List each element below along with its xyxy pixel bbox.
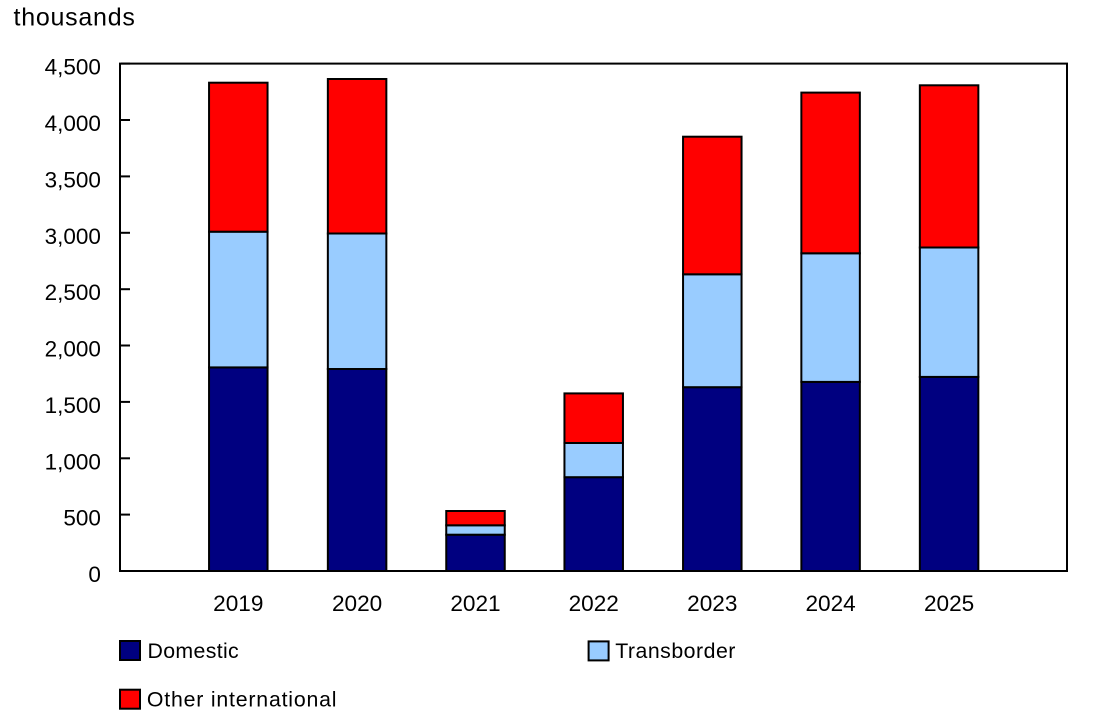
svg-text:500: 500 bbox=[63, 506, 101, 531]
svg-text:2025: 2025 bbox=[924, 591, 974, 616]
svg-text:thousands: thousands bbox=[14, 4, 136, 32]
svg-text:2,000: 2,000 bbox=[45, 337, 101, 362]
svg-text:4,500: 4,500 bbox=[45, 55, 101, 80]
svg-text:1,000: 1,000 bbox=[45, 449, 101, 474]
svg-text:2020: 2020 bbox=[332, 591, 382, 616]
svg-text:2023: 2023 bbox=[687, 591, 737, 616]
svg-text:3,000: 3,000 bbox=[45, 224, 101, 249]
svg-text:2021: 2021 bbox=[450, 591, 500, 616]
svg-text:2024: 2024 bbox=[805, 591, 855, 616]
svg-text:Domestic: Domestic bbox=[148, 639, 240, 663]
svg-text:2022: 2022 bbox=[569, 591, 619, 616]
svg-text:1,500: 1,500 bbox=[45, 393, 101, 418]
svg-text:0: 0 bbox=[88, 562, 101, 587]
svg-text:Other international: Other international bbox=[147, 688, 337, 712]
svg-text:2019: 2019 bbox=[213, 591, 263, 616]
svg-text:4,000: 4,000 bbox=[45, 111, 101, 136]
svg-text:Transborder: Transborder bbox=[615, 639, 736, 663]
svg-text:3,500: 3,500 bbox=[45, 167, 101, 192]
svg-text:2,500: 2,500 bbox=[45, 280, 101, 305]
